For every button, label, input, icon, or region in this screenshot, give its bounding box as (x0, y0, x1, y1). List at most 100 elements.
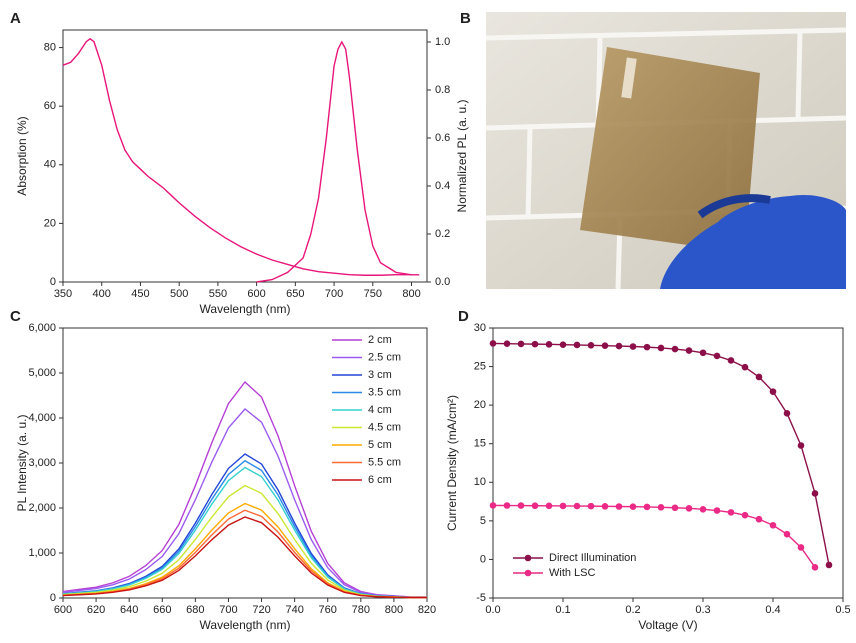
legend-label: 4 cm (368, 404, 392, 416)
y-tick-label: 0 (50, 592, 56, 604)
y-tick-label: 80 (44, 41, 56, 53)
y2-tick-label: 0.4 (435, 180, 450, 192)
data-point (489, 340, 497, 347)
y-tick-label: 3,000 (28, 457, 56, 469)
data-point (797, 442, 805, 449)
y-axis-title: Absorption (%) (15, 116, 29, 195)
data-point (713, 352, 721, 360)
x-tick-label: 600 (247, 288, 265, 300)
data-point (489, 502, 497, 509)
y-tick-label: 20 (44, 217, 56, 229)
series-line (62, 37, 412, 276)
y-tick-label: -5 (476, 592, 486, 604)
data-point (573, 502, 581, 510)
legend-label: 2 cm (368, 334, 392, 346)
data-point (503, 502, 511, 509)
data-point (517, 340, 525, 348)
y-tick-label: 6,000 (28, 322, 56, 334)
legend-label: 4.5 cm (368, 421, 401, 433)
data-point (573, 341, 581, 349)
x-tick-label: 800 (385, 604, 403, 616)
data-point (601, 342, 609, 349)
data-point (769, 521, 777, 529)
panel-label: A (10, 10, 21, 27)
data-point (741, 363, 749, 371)
data-point (545, 502, 553, 510)
series-line (62, 509, 427, 599)
y2-tick-label: 0.8 (435, 84, 450, 96)
series-line (256, 40, 420, 283)
data-point (671, 504, 679, 512)
x-tick-label: 0.1 (555, 604, 570, 616)
y2-tick-label: 1.0 (435, 36, 450, 48)
y-tick-label: 10 (474, 476, 486, 488)
y2-tick-label: 0.0 (435, 276, 450, 288)
x-tick-label: 720 (252, 604, 270, 616)
legend-label: 2.5 cm (368, 351, 401, 363)
data-point (783, 530, 791, 538)
y-tick-label: 15 (474, 438, 486, 450)
y-tick-label: 1,000 (28, 547, 56, 559)
legend-label: 6 cm (368, 474, 392, 486)
x-tick-label: 400 (93, 288, 111, 300)
data-point (811, 490, 819, 497)
x-tick-label: 0.5 (835, 604, 850, 616)
x-tick-label: 760 (319, 604, 337, 616)
panel-label: D (458, 308, 469, 325)
reflection (621, 57, 637, 99)
data-point (615, 503, 623, 510)
y-tick-label: 5,000 (28, 367, 56, 379)
y-tick-label: 60 (44, 100, 56, 112)
x-tick-label: 0.2 (625, 604, 640, 616)
legend-marker (524, 554, 532, 562)
data-point (601, 503, 609, 510)
x-tick-label: 740 (285, 604, 303, 616)
x-tick-label: 660 (153, 604, 171, 616)
data-point (783, 410, 791, 417)
data-point (699, 349, 707, 357)
legend-label: Direct Illumination (549, 552, 636, 564)
data-point (797, 544, 805, 551)
y-tick-label: 5 (480, 515, 486, 527)
x-axis-title: Wavelength (nm) (200, 302, 291, 316)
data-point (657, 344, 665, 352)
x-tick-label: 700 (219, 604, 237, 616)
series-line (62, 408, 427, 598)
panel-label: C (10, 308, 21, 325)
x-tick-label: 640 (120, 604, 138, 616)
data-point (811, 563, 819, 571)
data-point (755, 515, 763, 523)
x-tick-label: 0.0 (485, 604, 500, 616)
y-tick-label: 0 (50, 276, 56, 288)
data-point (769, 388, 777, 395)
legend-marker (524, 569, 532, 577)
data-point (741, 511, 749, 519)
panel-label: B (460, 10, 471, 27)
x-tick-label: 0.3 (695, 604, 710, 616)
data-point (559, 341, 567, 348)
y-axis-title: Current Density (mA/cm²) (445, 395, 459, 531)
plot-frame (62, 29, 428, 283)
y2-tick-label: 0.2 (435, 228, 450, 240)
y-tick-label: 40 (44, 159, 56, 171)
x-tick-label: 620 (87, 604, 105, 616)
y-tick-label: 30 (474, 322, 486, 334)
glove (660, 194, 846, 289)
y2-axis-title: Normalized PL (a. u.) (455, 100, 469, 213)
data-point (587, 341, 595, 349)
data-point (657, 503, 665, 511)
y-tick-label: 20 (474, 399, 486, 411)
x-tick-label: 750 (364, 288, 382, 300)
series-line (62, 466, 427, 599)
data-point (685, 347, 693, 354)
data-point (713, 507, 721, 514)
x-tick-label: 500 (170, 288, 188, 300)
x-tick-label: 800 (402, 288, 420, 300)
data-point (671, 345, 679, 353)
data-point (727, 509, 735, 516)
y2-tick-label: 0.6 (435, 132, 450, 144)
data-point (685, 505, 693, 512)
y-tick-label: 25 (474, 360, 486, 372)
data-point (531, 502, 539, 510)
data-point (545, 341, 553, 348)
